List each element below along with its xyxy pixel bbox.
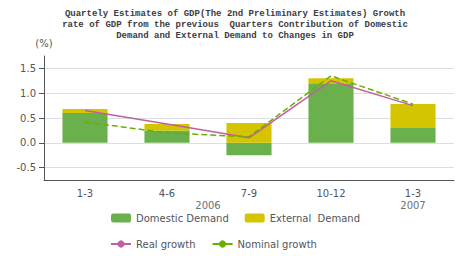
svg-text:2006: 2006 — [195, 200, 220, 211]
svg-text:7-9: 7-9 — [241, 188, 257, 199]
svg-text:1-3: 1-3 — [77, 188, 93, 199]
svg-text:10-12: 10-12 — [316, 188, 345, 199]
svg-text:4-6: 4-6 — [159, 188, 175, 199]
svg-text:1.0: 1.0 — [20, 88, 36, 99]
svg-text:(%): (%) — [35, 38, 52, 49]
svg-text:2007: 2007 — [400, 200, 425, 211]
svg-text:Quartely Estimates of GDP(The: Quartely Estimates of GDP(The 2nd Prelim… — [65, 9, 405, 19]
svg-text:rate of GDP from the previous: rate of GDP from the previous Quarters C… — [62, 20, 408, 30]
svg-text:-0.5: -0.5 — [16, 162, 36, 173]
svg-text:Demand and External Demand to: Demand and External Demand to Changes in… — [116, 31, 354, 41]
svg-text:Real growth: Real growth — [136, 239, 196, 250]
svg-text:1-3: 1-3 — [405, 188, 421, 199]
svg-text:External Demand: External Demand — [270, 213, 360, 224]
svg-text:1.5: 1.5 — [20, 63, 36, 74]
svg-text:Nominal growth: Nominal growth — [238, 239, 317, 250]
svg-text:0.5: 0.5 — [20, 113, 36, 124]
svg-text:0.0: 0.0 — [20, 137, 36, 148]
svg-text:Domestic Demand: Domestic Demand — [136, 213, 229, 224]
